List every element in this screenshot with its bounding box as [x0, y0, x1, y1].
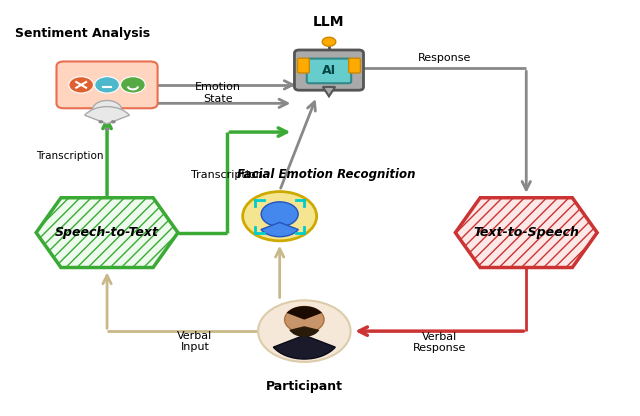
Wedge shape [289, 326, 319, 337]
Circle shape [243, 192, 317, 241]
Text: Transcription: Transcription [36, 151, 104, 161]
FancyBboxPatch shape [298, 58, 309, 73]
Circle shape [322, 37, 336, 46]
Circle shape [104, 128, 109, 131]
Wedge shape [273, 335, 335, 359]
Polygon shape [456, 198, 597, 267]
Polygon shape [98, 103, 116, 113]
Circle shape [111, 120, 116, 124]
FancyBboxPatch shape [349, 58, 360, 73]
Circle shape [99, 120, 103, 124]
Circle shape [69, 77, 93, 93]
FancyBboxPatch shape [307, 59, 351, 83]
Text: AI: AI [322, 64, 336, 77]
Circle shape [285, 307, 324, 333]
Wedge shape [84, 106, 129, 124]
FancyBboxPatch shape [294, 50, 364, 90]
Circle shape [92, 100, 122, 120]
Text: Response: Response [418, 53, 471, 63]
Text: Speech-to-Text: Speech-to-Text [55, 226, 159, 239]
FancyBboxPatch shape [56, 62, 157, 108]
Circle shape [258, 300, 351, 362]
Text: Facial Emotion Recognition: Facial Emotion Recognition [237, 168, 415, 181]
Text: Text-to-Speech: Text-to-Speech [474, 226, 579, 239]
Text: Verbal
Response: Verbal Response [413, 332, 466, 354]
Circle shape [95, 77, 120, 93]
Text: Participant: Participant [266, 380, 343, 394]
Text: LLM: LLM [313, 15, 345, 30]
Polygon shape [36, 198, 178, 267]
Circle shape [120, 77, 145, 93]
Text: Emotion
State: Emotion State [195, 82, 241, 104]
Wedge shape [261, 223, 298, 237]
Circle shape [261, 202, 298, 226]
Text: Sentiment Analysis: Sentiment Analysis [15, 27, 150, 40]
Wedge shape [287, 306, 322, 319]
Polygon shape [323, 87, 335, 97]
Text: Transcription: Transcription [191, 170, 263, 180]
Text: Verbal
Input: Verbal Input [177, 331, 212, 352]
